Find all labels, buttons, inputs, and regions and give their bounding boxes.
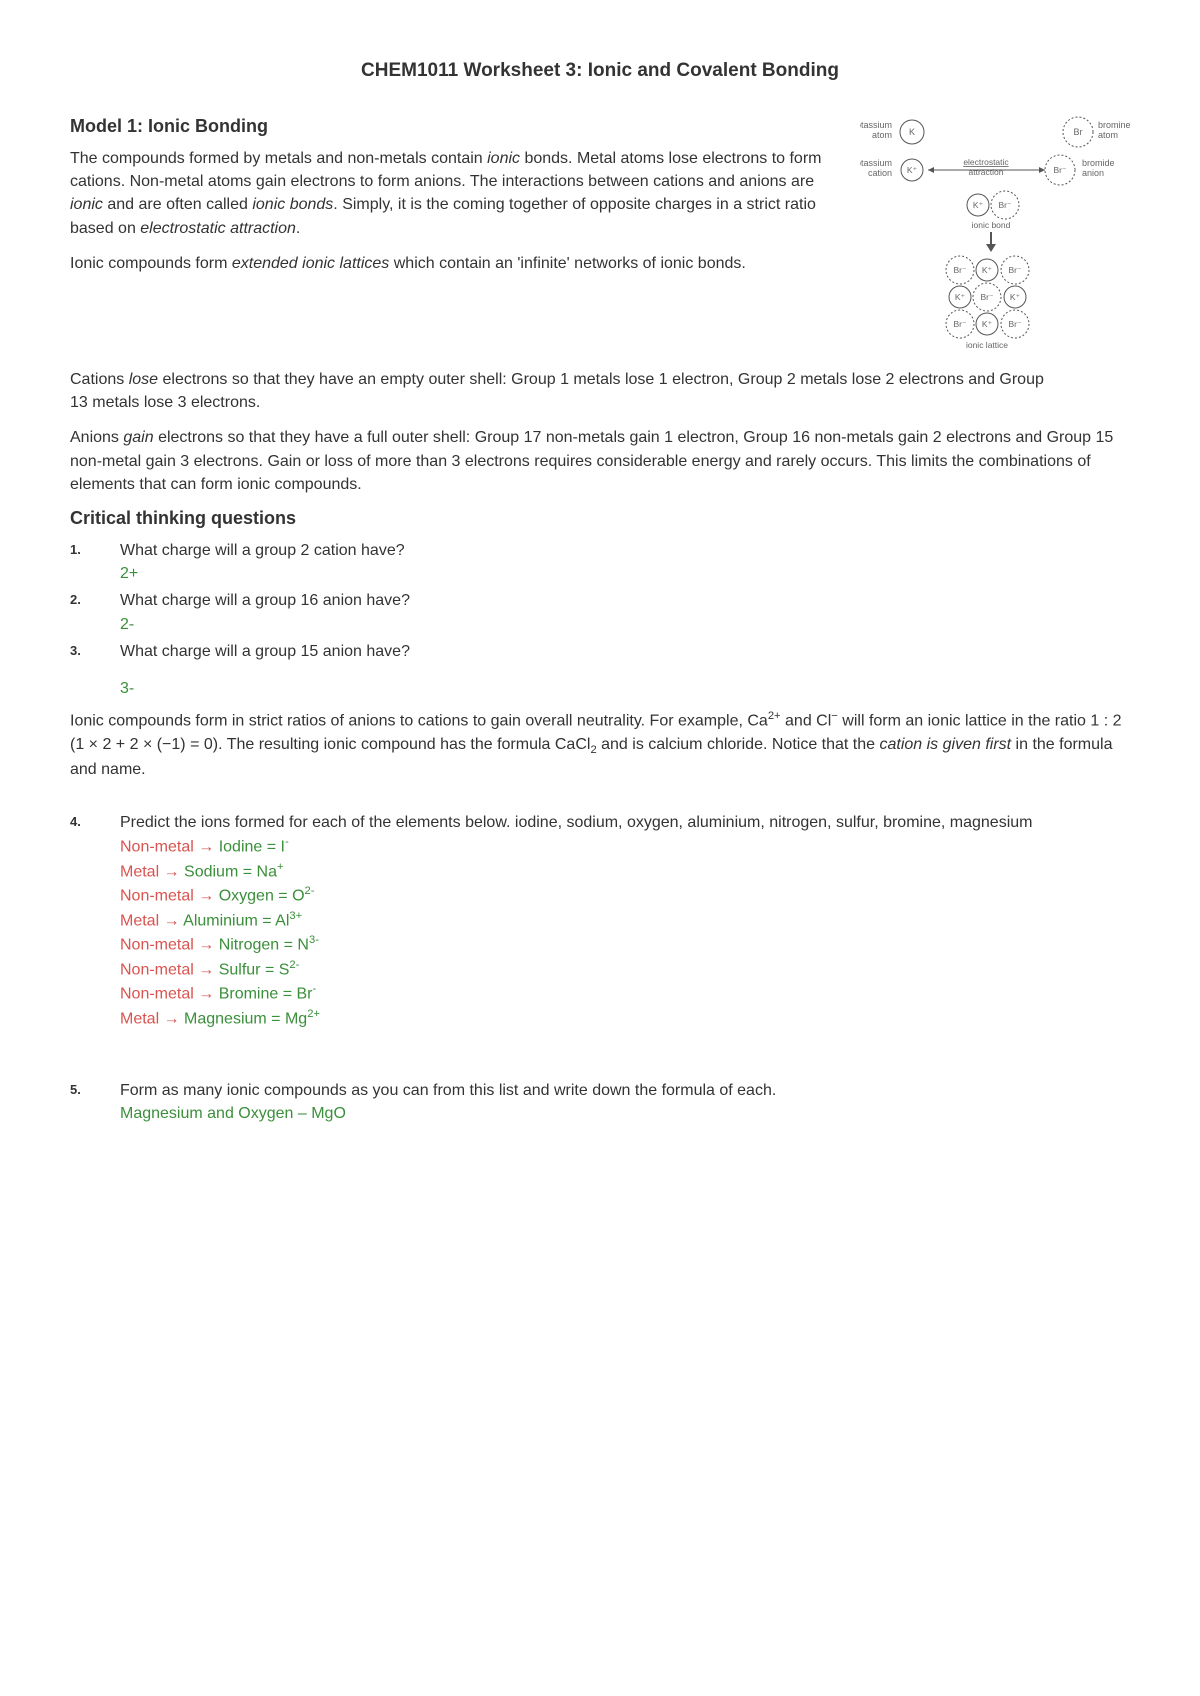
q2-num: 2.: [70, 589, 100, 635]
svg-text:Br⁻: Br⁻: [954, 265, 968, 275]
dg-k-atom-sym: K: [909, 127, 915, 137]
q1-answer: 2+: [120, 565, 138, 582]
dg-label-bromide-anion-1: bromide: [1082, 158, 1115, 168]
svg-text:Br⁻: Br⁻: [954, 319, 968, 329]
intro-section: Model 1: Ionic Bonding The compounds for…: [70, 110, 1130, 360]
svg-text:K⁺: K⁺: [955, 292, 966, 302]
q4-row: 4. Predict the ions formed for each of t…: [70, 811, 1130, 1030]
dg-label-electrostatic-2: attraction: [969, 167, 1004, 177]
q4-answer-line: Metal → Aluminium = Al3+: [120, 908, 1130, 933]
q3-num: 3.: [70, 640, 100, 700]
svg-text:K⁺: K⁺: [982, 265, 993, 275]
q4-answer-line: Non-metal → Bromine = Br-: [120, 981, 1130, 1006]
q1-num: 1.: [70, 539, 100, 585]
svg-text:K⁺: K⁺: [982, 319, 993, 329]
q4-answer-line: Non-metal → Iodine = I-: [120, 834, 1130, 859]
q3-text: What charge will a group 15 anion have?: [120, 643, 410, 660]
q5-row: 5. Form as many ionic compounds as you c…: [70, 1079, 1130, 1125]
q2-row: 2. What charge will a group 16 anion hav…: [70, 589, 1130, 635]
dg-label-ionic-lattice: ionic lattice: [966, 340, 1008, 350]
model1-p1: The compounds formed by metals and non-m…: [70, 147, 850, 240]
dg-label-potassium-atom-1: potassium: [860, 120, 892, 130]
dg-k-cation-sym: K⁺: [907, 165, 918, 175]
dg-label-potassium-cation-2: cation: [868, 168, 892, 178]
q4-answer-line: Non-metal → Sulfur = S2-: [120, 957, 1130, 982]
q4-answer-line: Metal → Sodium = Na+: [120, 859, 1130, 884]
svg-text:Br⁻: Br⁻: [1009, 265, 1023, 275]
dg-down-arrow-head: [986, 244, 996, 252]
q5-num: 5.: [70, 1079, 100, 1125]
q2-answer: 2-: [120, 616, 134, 633]
dg-label-bromine-atom-2: atom: [1098, 130, 1118, 140]
model1-p2: Ionic compounds form extended ionic latt…: [70, 252, 850, 275]
dg-label-bromine-atom-1: bromine: [1098, 120, 1130, 130]
q4-answers: Non-metal → Iodine = I-Metal → Sodium = …: [120, 834, 1130, 1030]
page-title: CHEM1011 Worksheet 3: Ionic and Covalent…: [70, 60, 1130, 82]
q4-num: 4.: [70, 811, 100, 1030]
dg-label-electrostatic-1: electrostatic: [963, 157, 1009, 167]
svg-text:K⁺: K⁺: [973, 200, 984, 210]
dg-br-atom-sym: Br: [1074, 127, 1083, 137]
q4-answer-line: Non-metal → Oxygen = O2-: [120, 883, 1130, 908]
svg-text:K⁺: K⁺: [1010, 292, 1021, 302]
q1-text: What charge will a group 2 cation have?: [120, 542, 405, 559]
questions-block: 1. What charge will a group 2 cation hav…: [70, 539, 1130, 1125]
ionic-bonding-diagram: potassium atom K Br bromine atom potassi…: [860, 110, 1130, 360]
dg-label-potassium-atom-2: atom: [872, 130, 892, 140]
q4-answer-line: Non-metal → Nitrogen = N3-: [120, 932, 1130, 957]
dg-label-ionic-bond: ionic bond: [972, 220, 1011, 230]
svg-text:Br⁻: Br⁻: [999, 200, 1013, 210]
svg-text:Br⁻: Br⁻: [981, 292, 995, 302]
q3-row: 3. What charge will a group 15 anion hav…: [70, 640, 1130, 700]
q5-text: Form as many ionic compounds as you can …: [120, 1082, 776, 1099]
dg-attraction-arrow-l: [928, 167, 934, 173]
ratio-paragraph: Ionic compounds form in strict ratios of…: [70, 708, 1130, 781]
model1-p4: Anions gain electrons so that they have …: [70, 426, 1130, 496]
intro-text: Model 1: Ionic Bonding The compounds for…: [70, 110, 850, 287]
dg-lattice: Br⁻ K⁺ Br⁻ K⁺ Br⁻ K⁺ Br⁻ K⁺: [946, 256, 1029, 338]
model1-heading: Model 1: Ionic Bonding: [70, 116, 850, 137]
dg-label-potassium-cation-1: potassium: [860, 158, 892, 168]
q4-text: Predict the ions formed for each of the …: [120, 814, 1032, 831]
q4-answer-line: Metal → Magnesium = Mg2+: [120, 1006, 1130, 1031]
q5-answer: Magnesium and Oxygen – MgO: [120, 1105, 346, 1122]
q1-row: 1. What charge will a group 2 cation hav…: [70, 539, 1130, 585]
q3-answer: 3-: [120, 680, 134, 697]
dg-label-bromide-anion-2: anion: [1082, 168, 1104, 178]
model1-p3: Cations lose electrons so that they have…: [70, 368, 1130, 414]
svg-text:Br⁻: Br⁻: [1009, 319, 1023, 329]
ctq-heading: Critical thinking questions: [70, 508, 1130, 529]
worksheet-page: CHEM1011 Worksheet 3: Ionic and Covalent…: [0, 0, 1200, 1189]
dg-br-anion-sym: Br⁻: [1054, 165, 1068, 175]
dg-attraction-arrow-r: [1039, 167, 1045, 173]
q2-text: What charge will a group 16 anion have?: [120, 592, 410, 609]
